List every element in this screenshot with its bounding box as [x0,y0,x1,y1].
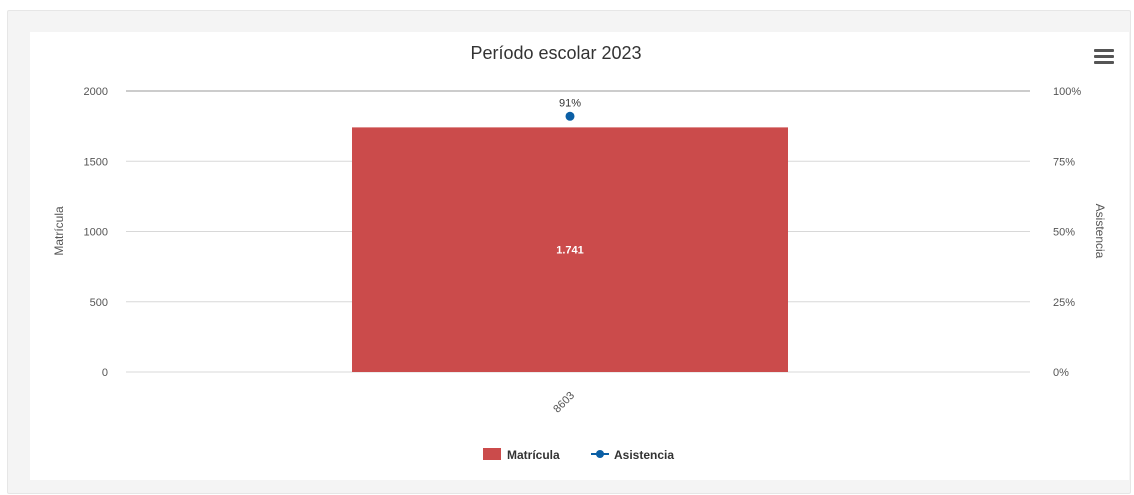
bar[interactable] [352,127,788,373]
left-axis-tick-label: 0 [102,367,108,379]
right-axis-title: Asistencia [1093,204,1107,259]
right-axis-tick-label: 100% [1053,86,1081,98]
legend-label[interactable]: Asistencia [614,448,674,462]
bar-layer: 1.741 [352,127,788,373]
left-axis-tick-label: 500 [90,297,108,309]
point[interactable] [565,111,575,121]
right-axis-tick-label: 25% [1053,297,1075,309]
point-layer: 91% [559,97,581,121]
x-axis-tick-label: 8603 [551,390,577,416]
left-axis-tick-label: 2000 [84,86,108,98]
left-axis-title: Matrícula [52,206,66,256]
legend: Matrícula Asistencia [483,448,674,462]
legend-label[interactable]: Matrícula [507,448,560,462]
legend-swatch-bar[interactable] [483,448,501,460]
bar-data-label: 1.741 [556,245,584,257]
right-axis-tick-label: 0% [1053,367,1069,379]
right-axis-tick-label: 75% [1053,156,1075,168]
legend-swatch-point[interactable] [596,450,604,458]
left-axis-tick-label: 1500 [84,156,108,168]
hamburger-menu-icon[interactable] [1094,49,1114,65]
left-axis-tick-label: 1000 [84,227,108,239]
chart-title: Período escolar 2023 [470,43,641,63]
point-data-label: 91% [559,97,581,109]
right-axis-tick-label: 50% [1053,227,1075,239]
